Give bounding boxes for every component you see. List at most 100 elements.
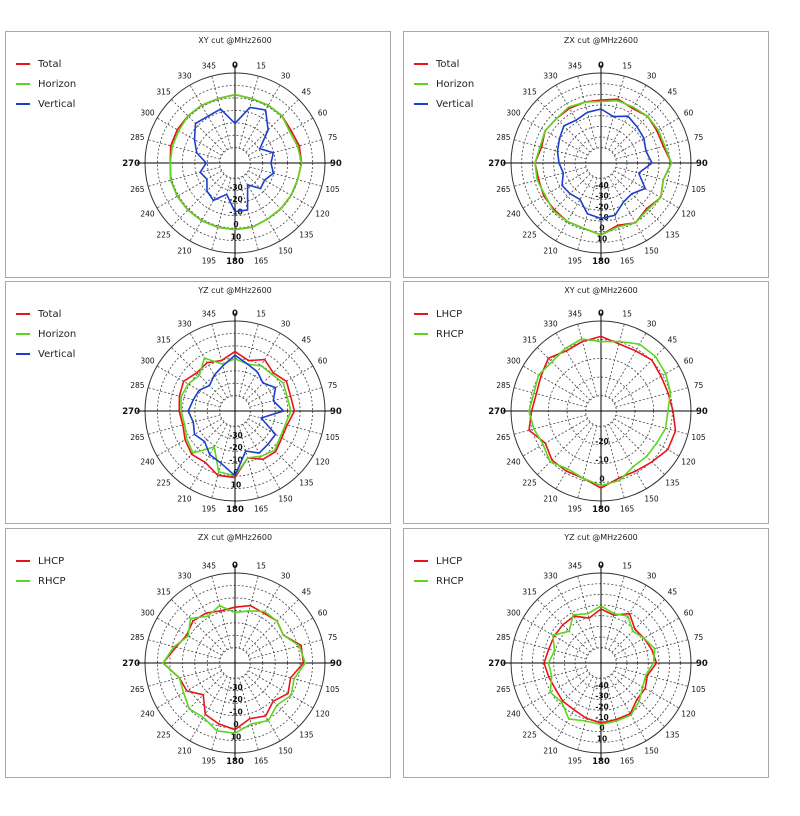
polar-grid [503,65,699,261]
angle-tick-label: 195 [202,257,217,266]
legend-swatch [414,83,428,85]
ring-tick-label: 10 [597,234,607,243]
angle-tick-label: 265 [130,433,145,442]
angle-tick-label: 30 [281,320,291,329]
angle-tick-label: 345 [568,561,583,570]
angle-tick-label: 135 [299,230,314,239]
angle-tick-label: 165 [254,757,269,766]
grid-spoke [249,166,323,187]
ring-tick-label: 0 [599,224,604,233]
angle-tick-label: 135 [665,230,680,239]
grid-spoke [211,75,232,149]
angle-tick-label: 165 [254,257,269,266]
angle-tick-label: 0 [232,61,238,71]
angle-tick-label: 345 [202,309,217,318]
polar-chart-xy-cut-2: XY cut @MHz2600 0 15 30 45 60 75 90 105 120 135 150… [403,281,769,524]
angle-tick-label: 330 [177,320,192,329]
legend-swatch [16,313,30,315]
grid-spoke [211,575,232,649]
legend-item: Total [414,54,474,74]
legend-swatch [414,580,428,582]
grid-spoke [522,117,588,156]
legend-swatch [16,353,30,355]
grid-spoke [156,365,222,404]
legend-swatch [414,103,428,105]
legend-item: Total [16,304,76,324]
grid-spoke [242,176,281,242]
grid-spoke [513,139,587,160]
legend-label: LHCP [38,555,65,567]
angle-tick-label: 105 [691,433,706,442]
series-line-vertical [187,354,285,477]
grid-spoke [522,418,588,457]
grid-spoke [147,639,221,660]
angle-tick-label: 270 [122,407,140,417]
grid-spoke [555,424,594,490]
grid-spoke [238,425,259,499]
ring-tick-label: -30 [595,192,609,201]
grid-spoke [555,676,594,742]
angle-tick-label: 180 [592,757,610,767]
polar-grid [137,565,333,761]
angle-tick-label: 150 [644,746,659,755]
legend: Total Horizon Vertical [414,54,474,114]
grid-spoke [555,332,594,398]
angle-tick-label: 240 [140,210,155,219]
angle-tick-label: 150 [278,494,293,503]
angle-tick-label: 15 [256,561,266,570]
angle-tick-label: 330 [543,72,558,81]
grid-spoke [248,365,314,404]
angle-tick-label: 75 [694,633,704,642]
legend-label: Horizon [38,78,77,90]
angle-tick-label: 345 [568,309,583,318]
angle-tick-label: 180 [226,505,244,515]
grid-spoke [555,84,594,150]
angle-tick-label: 210 [177,746,192,755]
legend-item: RHCP [414,324,463,344]
angle-tick-label: 90 [330,407,342,417]
polar-chart-zx-cut-1: ZX cut @MHz2600 0 15 30 45 60 75 90 105 120 135 150… [403,31,769,278]
angle-tick-label: 225 [156,730,171,739]
ring-tick-label: 0 [599,474,604,483]
grid-spoke [189,424,228,490]
grid-spoke [611,347,665,401]
angle-tick-label: 120 [315,458,330,467]
grid-spoke [189,676,228,742]
grid-spoke [577,677,598,751]
angle-tick-label: 135 [299,478,314,487]
legend-label: RHCP [38,575,66,587]
grid-spoke [242,84,281,150]
grid-spoke [513,387,587,408]
ring-tick-label: 0 [599,724,604,733]
legend-item: Vertical [414,94,474,114]
polar-chart-svg: ZX cut @MHz2600 0 15 30 45 60 75 90 105 120 135 150… [122,533,342,767]
angle-tick-label: 265 [496,433,511,442]
angle-tick-label: 270 [122,659,140,669]
angle-tick-label: 105 [325,685,340,694]
grid-spoke [615,414,689,435]
grid-spoke [608,176,647,242]
legend-swatch [414,313,428,315]
angle-tick-label: 165 [620,505,635,514]
legend-label: RHCP [436,575,464,587]
grid-spoke [604,425,625,499]
legend-label: RHCP [436,328,464,340]
legend-label: Vertical [38,98,76,110]
series-line-vertical [193,106,275,213]
grid-spoke [604,575,625,649]
polar-grid [137,65,333,261]
legend-label: LHCP [436,555,463,567]
grid-spoke [238,677,259,751]
grid-spoke [156,117,222,156]
angle-tick-label: 150 [278,246,293,255]
legend-swatch [16,103,30,105]
angle-tick-label: 315 [522,336,537,345]
angle-tick-label: 180 [592,505,610,515]
legend-label: Vertical [436,98,474,110]
grid-spoke [608,332,647,398]
angle-tick-label: 285 [130,381,145,390]
angle-tick-label: 240 [140,458,155,467]
angle-tick-label: 345 [202,61,217,70]
series-line-vertical [556,108,653,220]
grid-spoke [171,673,225,727]
